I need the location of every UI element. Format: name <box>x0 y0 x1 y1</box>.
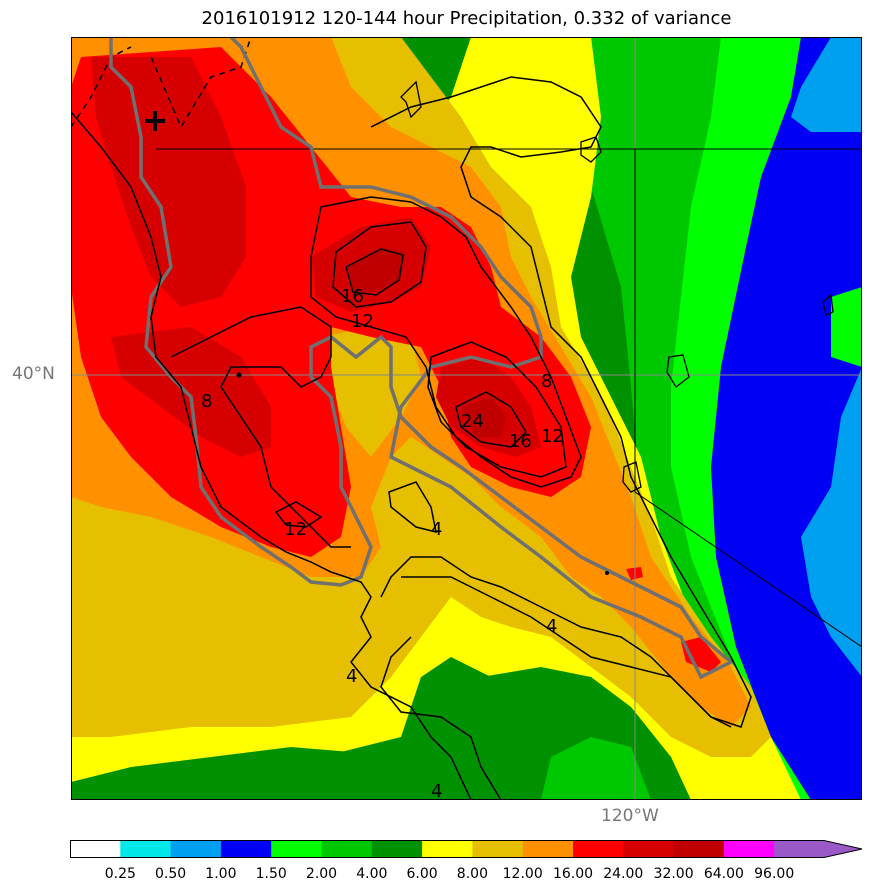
colorbar-cell <box>522 840 574 858</box>
colorbar-cell <box>673 840 725 858</box>
band-light-blue <box>791 37 862 132</box>
colorbar-cell <box>774 840 862 858</box>
contour-label: 12 <box>351 311 374 332</box>
colorbar-cell <box>170 840 222 858</box>
colorbar-tick-label: 4.00 <box>356 866 388 882</box>
colorbar-cell <box>371 840 423 858</box>
band-green-patch <box>831 287 862 367</box>
contour-label: 8 <box>541 371 552 392</box>
colorbar-cell <box>472 840 524 858</box>
colorbar-tick-label: 0.50 <box>155 866 187 882</box>
coastline <box>71 111 472 800</box>
band-mid-green-south <box>541 737 651 800</box>
contour-label-group: 16 12 8 24 16 12 8 12 4 4 4 4 <box>201 286 564 800</box>
colorbar-tick-label: 24.00 <box>603 866 644 882</box>
lake-nw <box>400 80 422 119</box>
colorbar-tick-label: 12.00 <box>502 866 543 882</box>
colorbar-cell <box>573 840 624 858</box>
contour-label: 4 <box>546 616 557 637</box>
colorbar-cell <box>220 840 272 858</box>
colorbar-tick-label: 1.00 <box>205 866 237 882</box>
contour-4-south <box>401 576 732 728</box>
band-dark-green-sw <box>71 747 371 800</box>
colorbar-cell <box>70 840 121 858</box>
colorbar-tick-label: 1.50 <box>255 866 287 882</box>
contour-4-small <box>388 481 437 534</box>
terrain-outline <box>109 37 735 680</box>
colorbar-cell <box>271 840 322 858</box>
band-light-blue-se <box>801 367 862 677</box>
colorbar-cell <box>120 840 172 858</box>
colorbar-cell <box>321 840 373 858</box>
colorbar-cell <box>623 840 675 858</box>
band-dark-red-nw <box>91 57 246 307</box>
lake-e <box>666 354 690 388</box>
contour-12-sw <box>274 501 323 528</box>
band-dark-red-w <box>111 327 271 457</box>
map-title: 2016101912 120-144 hour Precipitation, 0… <box>201 8 732 29</box>
contour-label: 24 <box>461 411 484 432</box>
contour-12-c <box>332 221 427 308</box>
contour-label: 12 <box>284 519 307 540</box>
colorbar-tick-label: 6.00 <box>406 866 438 882</box>
lake-tahoe <box>622 461 642 493</box>
colorbar-tick-label: 8.00 <box>456 866 488 882</box>
contour-label: 16 <box>509 431 532 452</box>
lake-far-e <box>822 293 834 316</box>
contour-label: 16 <box>341 286 364 307</box>
contour-8 <box>310 196 582 488</box>
colorbar-tick-label: 0.25 <box>104 866 136 882</box>
precipitation-map: 16 12 8 24 16 12 8 12 4 4 4 4 <box>71 37 862 800</box>
colorbar-tick-label: 64.00 <box>703 866 744 882</box>
contour-16-c <box>345 248 404 296</box>
band-orange-interior <box>321 327 421 457</box>
contour-label: 4 <box>431 519 442 540</box>
colorbar-tick-label: 2.00 <box>305 866 338 882</box>
colorbar-tick-label: 16.00 <box>552 866 594 882</box>
lake-ne <box>580 136 602 163</box>
colorbar-outline <box>70 840 863 858</box>
colorbar-tick-label: 96.00 <box>754 866 795 882</box>
colorbar <box>70 840 863 858</box>
contour-12-e <box>427 341 567 478</box>
contour-label: 8 <box>201 391 212 412</box>
longitude-label: 120°W <box>601 806 659 826</box>
contour-label: 4 <box>431 781 442 800</box>
colorbar-cell <box>422 840 473 858</box>
station-dot <box>236 372 242 378</box>
contour-label: 4 <box>346 666 357 687</box>
band-red-se <box>681 637 721 672</box>
band-darkest-red-e <box>461 397 506 437</box>
station-marker-plus <box>145 111 165 131</box>
state-border-nv-ca <box>634 149 862 648</box>
contour-4-loop-ne <box>370 76 752 728</box>
inland-contour-loop <box>170 306 351 548</box>
colorbar-cell <box>723 840 775 858</box>
colorbar-tick-label: 32.00 <box>653 866 694 882</box>
contour-4-sw <box>380 636 502 800</box>
latitude-label: 40°N <box>12 364 55 384</box>
contour-16-e <box>455 391 527 448</box>
station-dot-se <box>605 571 609 575</box>
contour-label: 12 <box>541 426 564 447</box>
band-darkest-red-c <box>346 247 406 292</box>
